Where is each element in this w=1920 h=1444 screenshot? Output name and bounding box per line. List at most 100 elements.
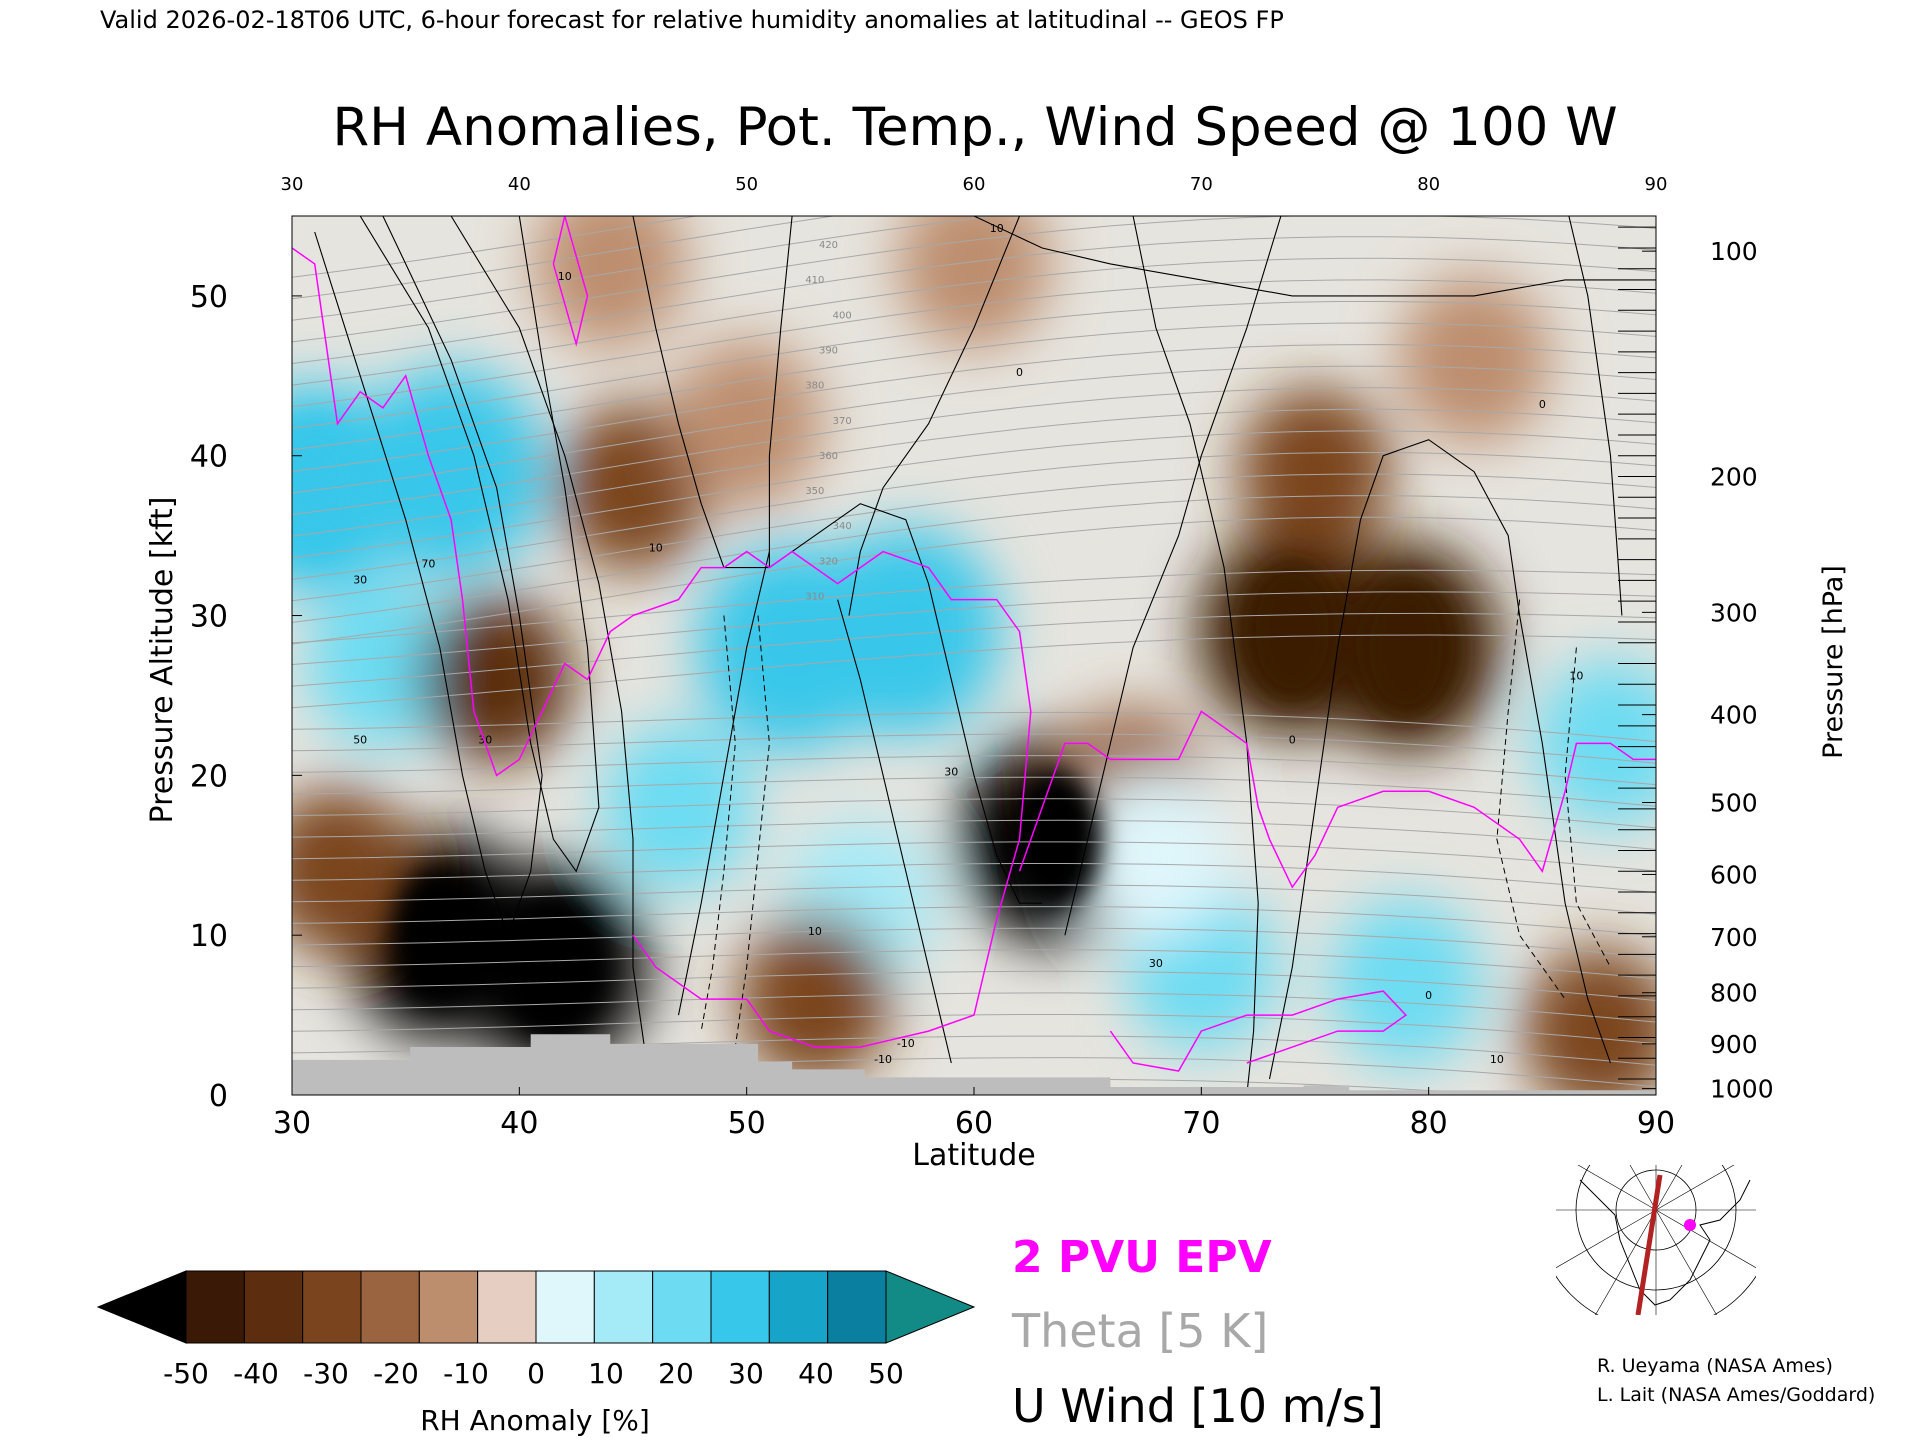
rh-region-13 xyxy=(738,915,891,1084)
rh-region-26 xyxy=(1398,275,1551,444)
colorbar-tick-label: -30 xyxy=(303,1357,349,1390)
u-wind-line-9 xyxy=(1132,216,1259,1095)
x-tick-label-top: 30 xyxy=(281,174,304,195)
y-tick-label-left: 0 xyxy=(209,1079,228,1114)
rh-core-0 xyxy=(292,417,363,558)
colorbar-segment xyxy=(360,1270,420,1344)
inset-locator-map xyxy=(1556,1165,1756,1315)
epv-2pvu-contour xyxy=(292,216,1656,1072)
x-tick-label-top: 80 xyxy=(1417,174,1440,195)
rh-core-4 xyxy=(505,897,602,1038)
colorbar-right-arrow xyxy=(885,1270,976,1344)
y-tick-label-left: 20 xyxy=(190,759,228,794)
u-wind-label: 0 xyxy=(1289,733,1296,746)
u-wind-negative-1 xyxy=(734,615,770,1048)
theta-line-36 xyxy=(292,236,1656,364)
u-wind-label: -10 xyxy=(897,1037,915,1050)
theta-line-30 xyxy=(292,365,1656,494)
theta-label: 420 xyxy=(819,240,838,251)
rh-region-1 xyxy=(306,579,459,748)
x-tick-label: 90 xyxy=(1637,1106,1675,1141)
theta-line-17 xyxy=(292,733,1656,764)
y-tick-label-right: 300 xyxy=(1710,598,1758,627)
colorbar-tick-label: -40 xyxy=(233,1357,279,1390)
rh-core-14 xyxy=(1005,769,1102,910)
colorbar-segment xyxy=(185,1270,245,1344)
colorbar-tick-label: 10 xyxy=(588,1357,624,1390)
u-wind-label: 30 xyxy=(353,574,367,587)
x-tick-label-top: 60 xyxy=(963,174,986,195)
x-tick-label: 30 xyxy=(273,1106,311,1141)
u-wind-label: 10 xyxy=(808,925,822,938)
u-wind-line-2 xyxy=(450,216,645,1048)
u-wind-label: 30 xyxy=(1149,957,1163,970)
theta-line-39 xyxy=(292,216,837,300)
u-wind-label: 10 xyxy=(990,222,1004,235)
legend-theta: Theta [5 K] xyxy=(1011,1304,1268,1358)
colorbar-tick-label: -20 xyxy=(373,1357,419,1390)
epv-line-main xyxy=(292,247,1032,1048)
inset-meridian xyxy=(1655,1209,1717,1315)
epv-line-lower xyxy=(1109,990,1408,1072)
colorbar-left-arrow xyxy=(96,1270,187,1344)
theta-line-25 xyxy=(292,473,1656,602)
u-wind-label: 10 xyxy=(1569,669,1583,682)
colorbar-label: RH Anomaly [%] xyxy=(420,1404,650,1437)
inset-meridian xyxy=(1556,1209,1657,1269)
colorbar-segment xyxy=(477,1270,537,1344)
rh-anomaly-smooth xyxy=(292,216,1656,1095)
theta-line-16 xyxy=(292,755,1656,786)
u-wind-line-0 xyxy=(314,216,543,937)
u-wind-label: 0 xyxy=(1425,989,1432,1002)
theta-line-12 xyxy=(292,841,1656,872)
legend-u-wind: U Wind [10 m/s] xyxy=(1012,1379,1384,1433)
y-tick-label-right: 400 xyxy=(1710,701,1758,730)
x-tick-label-top: 70 xyxy=(1190,174,1213,195)
u-wind-negative-3 xyxy=(1564,647,1611,968)
y-tick-label-left: 30 xyxy=(190,600,228,635)
theta-label: 350 xyxy=(805,486,824,497)
y-tick-label-right: 800 xyxy=(1710,979,1758,1008)
theta-line-9 xyxy=(292,906,1656,937)
y-axis-right-label: Pressure [hPa] xyxy=(1818,565,1849,759)
colorbar-segment xyxy=(535,1270,595,1344)
credit-line-1: R. Ueyama (NASA Ames) xyxy=(1597,1355,1833,1377)
theta-label: 320 xyxy=(819,556,838,567)
rh-region-6 xyxy=(292,787,414,956)
plot-area: 310 320 340 350 360 370 380 390 400 410 420 10 10 30… xyxy=(291,215,1657,1096)
epv-line-north xyxy=(1018,710,1656,889)
header-text: Valid 2026-02-18T06 UTC, 6-hour forecast… xyxy=(100,6,1284,34)
terrain xyxy=(292,1034,1656,1095)
theta-line-31 xyxy=(292,344,1656,472)
theta-label: 400 xyxy=(833,310,852,321)
theta-line-37 xyxy=(292,216,1656,343)
u-wind-line-10 xyxy=(1268,439,1612,1080)
theta-line-13 xyxy=(292,819,1656,850)
theta-line-7 xyxy=(292,949,1656,980)
chart-title: RH Anomalies, Pot. Temp., Wind Speed @ 1… xyxy=(332,97,1617,158)
y-tick-label-right: 200 xyxy=(1710,463,1758,492)
u-wind-line-1 xyxy=(359,216,600,873)
theta-line-15 xyxy=(292,776,1656,807)
u-wind-label: 0 xyxy=(1539,398,1546,411)
u-wind-label: 50 xyxy=(353,733,367,746)
theta-line-40 xyxy=(292,216,699,278)
theta-line-23 xyxy=(292,516,1656,645)
u-wind-line-8 xyxy=(1064,216,1282,936)
theta-line-34 xyxy=(292,279,1656,408)
colorbar-tick-label: 50 xyxy=(868,1357,904,1390)
rh-core-3 xyxy=(391,865,488,1006)
terrain-shape xyxy=(292,1034,1656,1095)
colorbar-segment xyxy=(768,1270,829,1344)
theta-line-14 xyxy=(292,798,1656,829)
x-axis-top: 30 40 50 60 70 80 90 xyxy=(281,174,1668,195)
u-wind-line-12 xyxy=(1568,216,1623,616)
theta-line-10 xyxy=(292,884,1656,915)
y-tick-label-left: 10 xyxy=(190,919,228,954)
inset-meridian xyxy=(1577,1165,1657,1211)
rh-anomaly-cores xyxy=(292,417,1454,1038)
theta-label: 380 xyxy=(805,381,824,392)
theta-label: 390 xyxy=(819,345,838,356)
theta-line-18 xyxy=(292,711,1656,743)
